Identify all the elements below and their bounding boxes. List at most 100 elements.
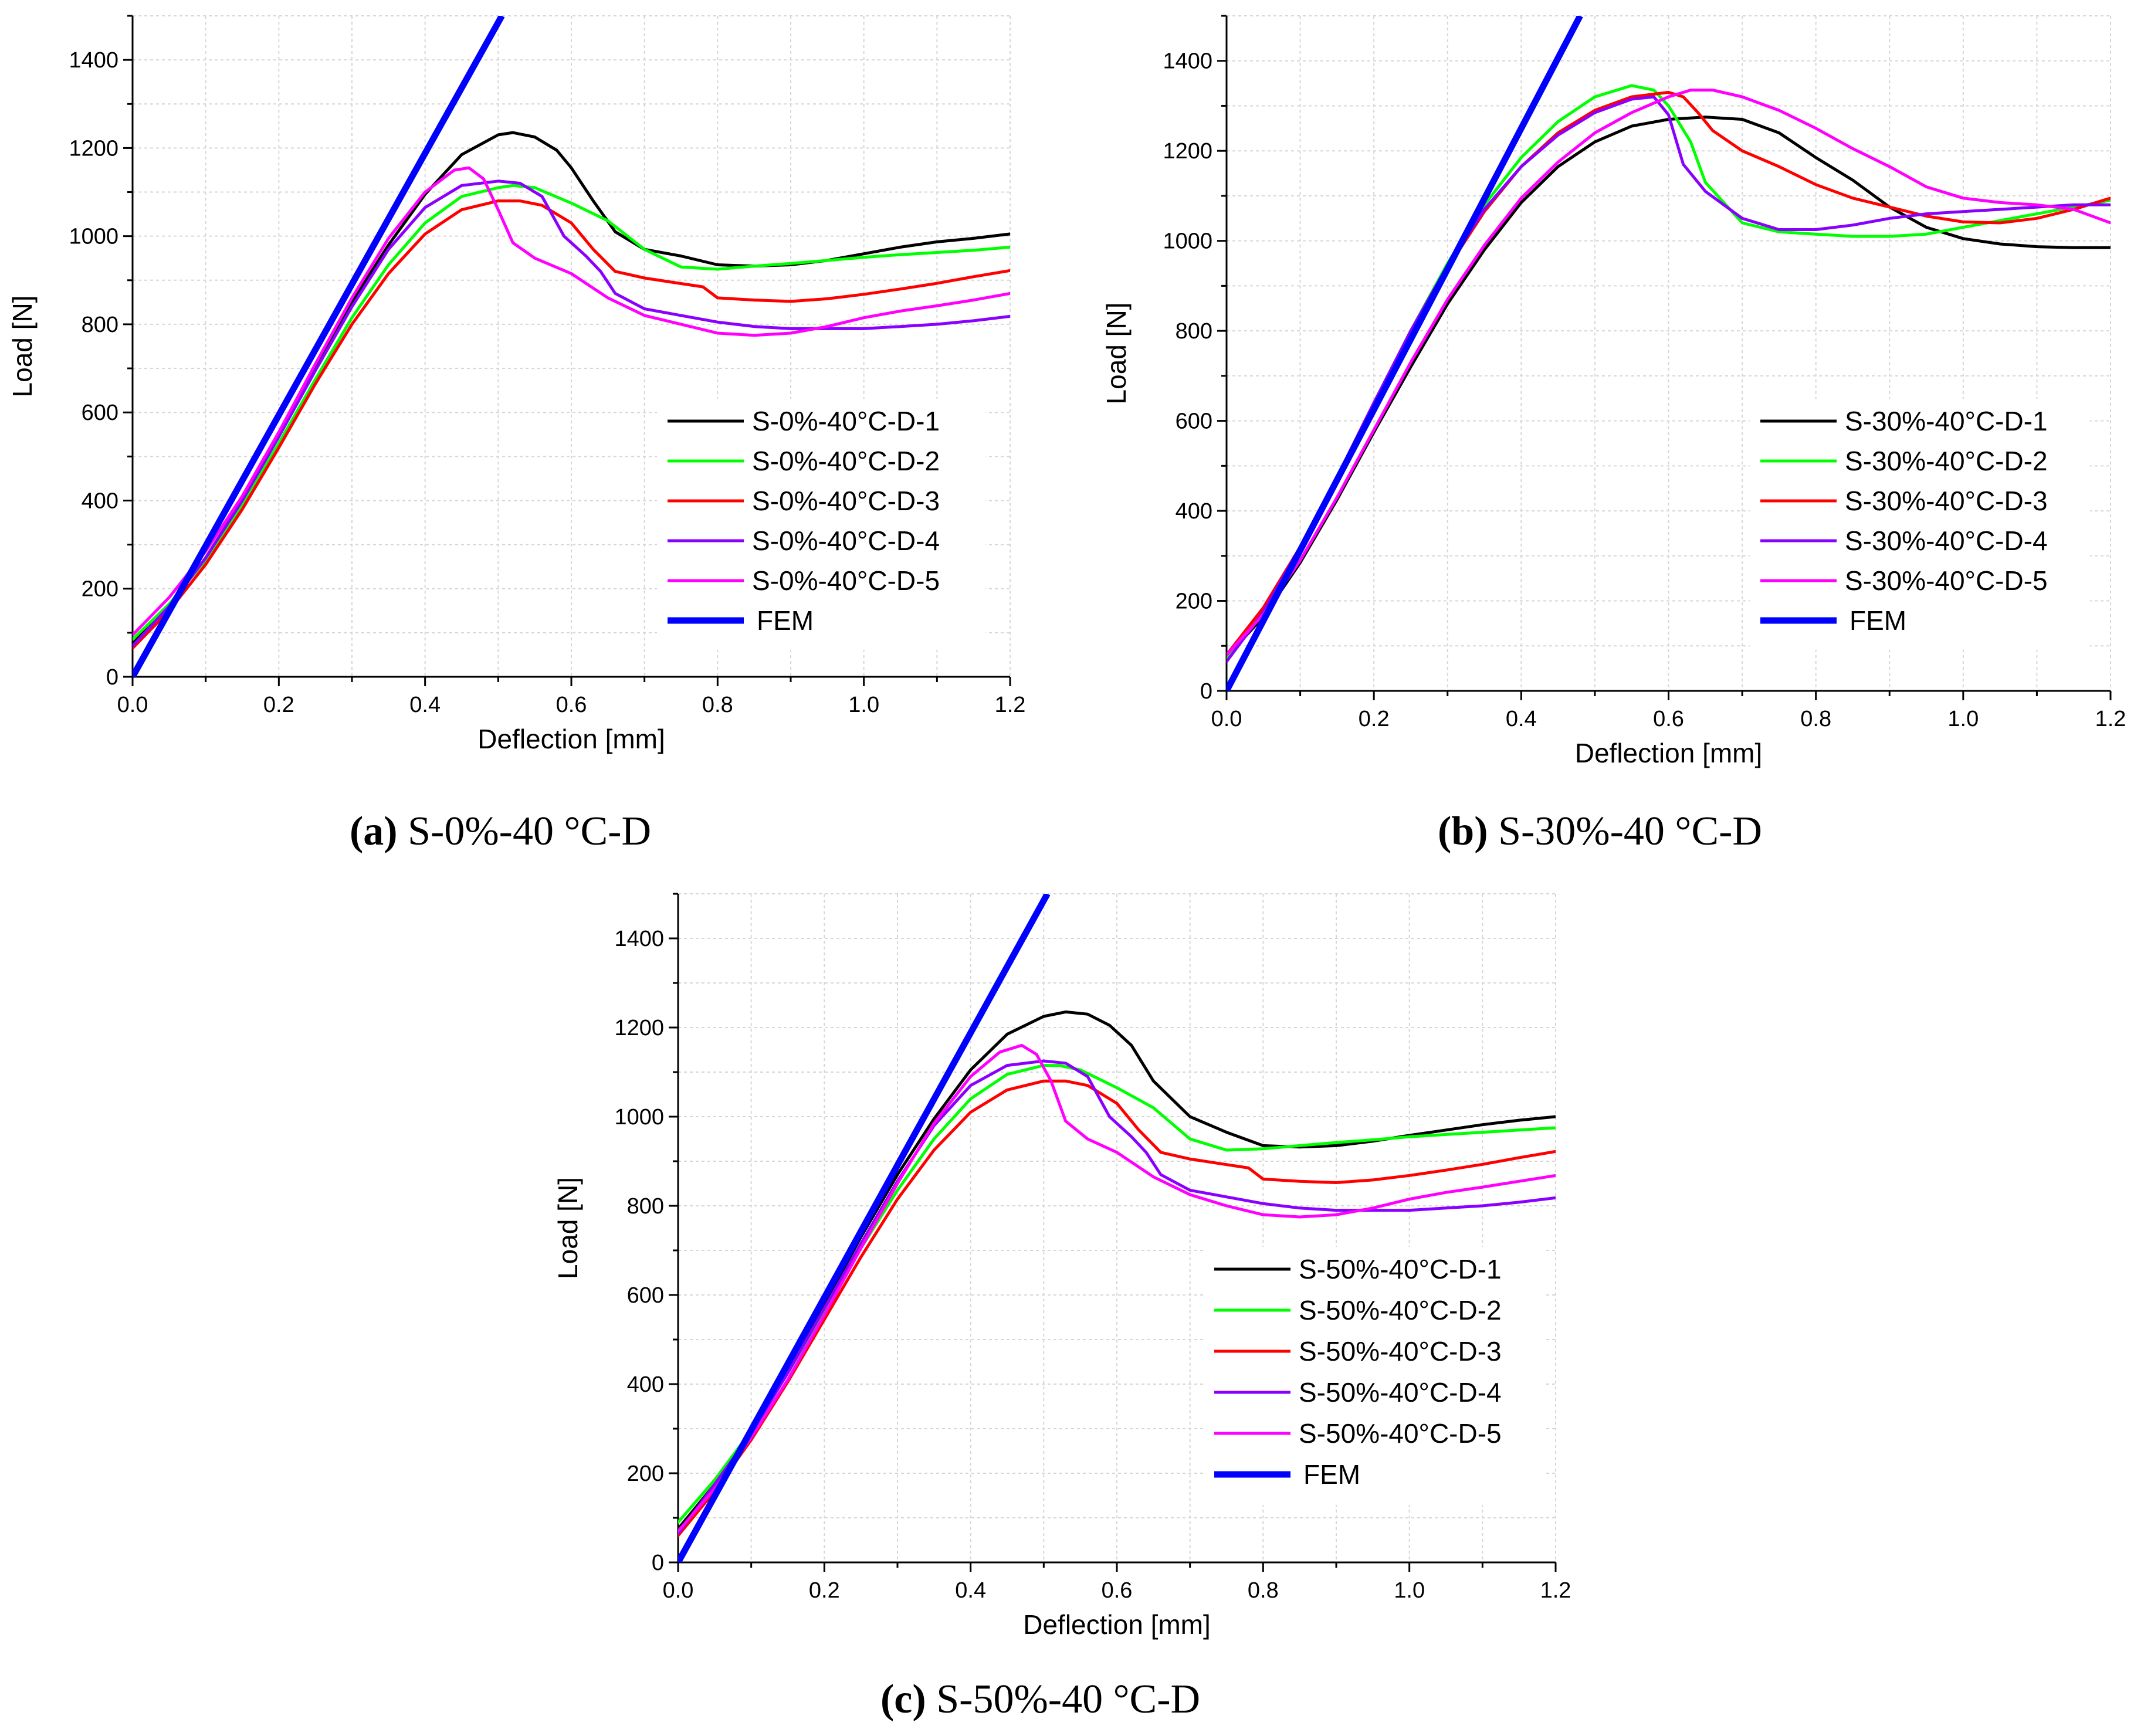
x-axis-label: Deflection [mm] xyxy=(477,724,665,754)
caption-text: S-50%-40 °C-D xyxy=(926,1677,1200,1722)
grid xyxy=(678,893,1556,1562)
x-axis-label: Deflection [mm] xyxy=(1023,1609,1211,1640)
legend-label: S-0%-40°C-D-2 xyxy=(752,446,940,476)
x-tick-label: 1.0 xyxy=(1394,1578,1425,1603)
panel-caption: (c) S-50%-40 °C-D xyxy=(880,1677,1200,1722)
y-tick-label: 800 xyxy=(627,1194,664,1219)
y-tick-label: 0 xyxy=(1200,679,1212,704)
legend-label: S-0%-40°C-D-3 xyxy=(752,486,940,516)
ticks xyxy=(669,893,1557,1572)
y-tick-label: 1000 xyxy=(1163,229,1212,254)
legend-label: S-30%-40°C-D-3 xyxy=(1845,486,2048,516)
caption-letter: (a) xyxy=(350,809,398,854)
x-tick-label: 0.4 xyxy=(409,693,441,717)
legend-label: S-50%-40°C-D-4 xyxy=(1299,1377,1502,1408)
y-tick-label: 800 xyxy=(1176,319,1212,344)
series-line-fem xyxy=(1227,16,1583,691)
legend-background xyxy=(1750,399,2090,650)
series-line-3 xyxy=(678,1079,1556,1537)
x-tick-label: 0.4 xyxy=(955,1578,986,1603)
legend-label: S-50%-40°C-D-1 xyxy=(1299,1254,1502,1284)
legend: S-50%-40°C-D-1 S-50%-40°C-D-2 S-50%-40°C-D… xyxy=(1204,1247,1544,1505)
series-line-2 xyxy=(133,184,1010,641)
grid xyxy=(132,15,1011,677)
panel-caption: (a) S-0%-40 °C-D xyxy=(350,809,651,854)
x-tick-label: 1.0 xyxy=(848,693,879,717)
series-line-fem xyxy=(133,16,505,677)
chart-panel-a: 0.0 0.2 0.4 0.6 0.8 1.0 1.2 0 200 400 600 800 1000 12… xyxy=(7,15,1026,854)
legend-label: S-30%-40°C-D-1 xyxy=(1845,406,2048,436)
x-tick-label: 0.6 xyxy=(556,693,587,717)
legend: S-0%-40°C-D-1 S-0%-40°C-D-2 S-0%-40°C-D-3 S… xyxy=(657,399,985,650)
series-line-5 xyxy=(678,1043,1556,1533)
x-tick-label: 0.6 xyxy=(1102,1578,1133,1603)
y-tick-label: 1000 xyxy=(69,225,118,249)
legend-label: S-30%-40°C-D-5 xyxy=(1845,565,2048,596)
ticks xyxy=(123,15,1011,686)
x-tick-label: 0.8 xyxy=(1800,707,1831,731)
y-tick-label: 1200 xyxy=(614,1016,664,1040)
series-line-fem xyxy=(678,894,1051,1562)
y-axis-label: Load [N] xyxy=(7,296,38,398)
legend-label: FEM xyxy=(1850,605,1906,636)
y-tick-label: 1000 xyxy=(614,1105,664,1130)
y-tick-label: 600 xyxy=(82,401,118,425)
legend-background xyxy=(1204,1247,1544,1505)
y-tick-label: 1400 xyxy=(69,48,118,73)
ticks xyxy=(1217,15,2112,700)
series-group xyxy=(678,894,1556,1562)
y-tick-label: 400 xyxy=(1176,499,1212,524)
series-line-5 xyxy=(133,166,1010,637)
chart-panel-b: 0.0 0.2 0.4 0.6 0.8 1.0 1.2 0 200 400 600 800 1000 12… xyxy=(1101,15,2126,854)
legend-label: FEM xyxy=(757,605,814,636)
y-tick-label: 1400 xyxy=(1163,49,1212,74)
x-tick-label: 0.2 xyxy=(263,693,294,717)
y-tick-label: 400 xyxy=(627,1372,664,1397)
y-tick-label: 1200 xyxy=(1163,139,1212,164)
legend-label: S-0%-40°C-D-1 xyxy=(752,406,940,436)
legend-background xyxy=(657,399,985,650)
series-line-3 xyxy=(133,199,1010,650)
x-tick-label: 0.0 xyxy=(117,693,148,717)
series-group xyxy=(133,16,1010,677)
x-tick-label: 1.2 xyxy=(2095,707,2126,731)
y-tick-label: 800 xyxy=(82,313,118,337)
legend-label: S-50%-40°C-D-5 xyxy=(1299,1418,1502,1449)
x-tick-label: 0.2 xyxy=(809,1578,840,1603)
y-tick-label: 600 xyxy=(1176,409,1212,434)
legend-label: S-0%-40°C-D-4 xyxy=(752,525,940,556)
x-tick-label: 0.8 xyxy=(702,693,733,717)
y-tick-label: 600 xyxy=(627,1283,664,1308)
legend-label: S-50%-40°C-D-2 xyxy=(1299,1295,1502,1325)
x-tick-label: 0.6 xyxy=(1653,707,1684,731)
series-line-4 xyxy=(1227,95,2111,663)
y-tick-label: 1400 xyxy=(614,927,664,951)
y-axis-label: Load [N] xyxy=(1101,303,1132,405)
x-tick-label: 1.2 xyxy=(1540,1578,1571,1603)
legend-label: S-30%-40°C-D-2 xyxy=(1845,446,2048,476)
legend-label: FEM xyxy=(1303,1459,1360,1490)
x-tick-label: 0.2 xyxy=(1359,707,1390,731)
legend-label: S-0%-40°C-D-5 xyxy=(752,565,940,596)
y-tick-label: 0 xyxy=(652,1551,664,1575)
y-tick-label: 200 xyxy=(1176,589,1212,614)
x-tick-label: 0.0 xyxy=(1211,707,1242,731)
legend: S-30%-40°C-D-1 S-30%-40°C-D-2 S-30%-40°C-D… xyxy=(1750,399,2090,650)
x-tick-label: 1.0 xyxy=(1947,707,1979,731)
legend-label: S-30%-40°C-D-4 xyxy=(1845,525,2048,556)
series-group xyxy=(1227,16,2111,691)
x-tick-label: 1.2 xyxy=(995,693,1026,717)
series-line-4 xyxy=(678,1059,1556,1535)
y-tick-label: 0 xyxy=(106,665,118,690)
y-tick-label: 400 xyxy=(82,489,118,513)
caption-letter: (c) xyxy=(880,1677,926,1722)
y-tick-label: 1200 xyxy=(69,136,118,161)
caption-text: S-30%-40 °C-D xyxy=(1488,809,1762,854)
caption-letter: (b) xyxy=(1438,809,1488,854)
x-tick-label: 0.0 xyxy=(663,1578,694,1603)
panel-caption: (b) S-30%-40 °C-D xyxy=(1438,809,1762,854)
series-line-5 xyxy=(1227,89,2111,657)
y-tick-label: 200 xyxy=(627,1462,664,1486)
caption-text: S-0%-40 °C-D xyxy=(398,809,651,854)
series-line-4 xyxy=(133,179,1010,647)
